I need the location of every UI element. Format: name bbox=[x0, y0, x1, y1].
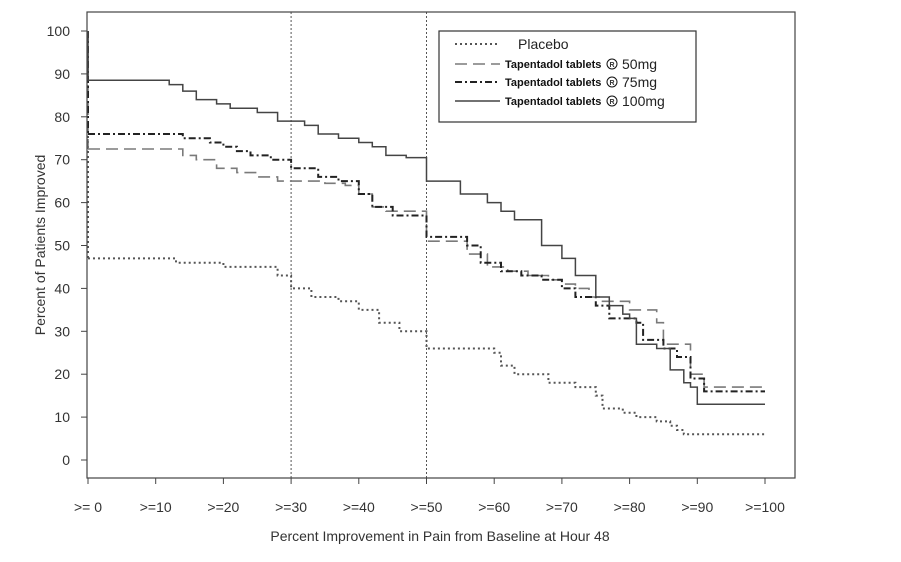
legend-label-3: Tapentadol tablets bbox=[505, 96, 601, 108]
x-tick-label-30: >=30 bbox=[275, 499, 307, 515]
x-tick-label-0: >= 0 bbox=[74, 499, 102, 515]
y-tick-label-80: 80 bbox=[54, 109, 70, 125]
x-tick-label-60: >=60 bbox=[478, 499, 510, 515]
registered-mark-letter: R bbox=[609, 80, 614, 87]
x-tick-label-40: >=40 bbox=[343, 499, 375, 515]
x-tick-label-70: >=70 bbox=[546, 499, 578, 515]
x-tick-label-100: >=100 bbox=[745, 499, 785, 515]
axis-layer: 0 10 20 30 40 50 60 70 80 90 100 >= 0 >=10 >=20 >=30 >=… bbox=[47, 11, 796, 515]
y-tick-label-10: 10 bbox=[54, 409, 70, 425]
legend-dose-1: 50mg bbox=[622, 56, 657, 72]
y-tick-label-20: 20 bbox=[54, 366, 70, 382]
y-tick-label-40: 40 bbox=[54, 280, 70, 296]
legend-dose-2: 75mg bbox=[622, 74, 657, 90]
legend-label-1: Tapentadol tablets bbox=[505, 59, 601, 71]
x-tick-label-80: >=80 bbox=[614, 499, 646, 515]
y-tick-label-0: 0 bbox=[62, 452, 70, 468]
x-tick-label-50: >=50 bbox=[411, 499, 443, 515]
y-tick-label-100: 100 bbox=[47, 23, 71, 39]
registered-mark-letter: R bbox=[609, 62, 614, 69]
registered-mark-icon bbox=[606, 58, 618, 70]
y-tick-label-50: 50 bbox=[54, 238, 70, 254]
y-tick-label-60: 60 bbox=[54, 195, 70, 211]
x-axis-title: Percent Improvement in Pain from Baselin… bbox=[270, 528, 609, 544]
legend-label-2: Tapentadol tablets bbox=[505, 77, 601, 89]
plot-layer bbox=[87, 12, 765, 478]
legend-box bbox=[438, 30, 697, 123]
legend-label-0: Placebo bbox=[518, 36, 569, 52]
registered-mark-icon bbox=[606, 76, 618, 88]
x-tick-label-20: >=20 bbox=[207, 499, 239, 515]
legend: Placebo Tapentadol tablets R 50mg Tapentadol… bbox=[438, 30, 697, 123]
series-line-1 bbox=[88, 148, 765, 388]
y-tick-label-70: 70 bbox=[54, 152, 70, 168]
legend-dose-3: 100mg bbox=[622, 93, 665, 109]
y-tick-label-90: 90 bbox=[54, 66, 70, 82]
series-line-2 bbox=[88, 133, 765, 393]
registered-mark-icon bbox=[606, 95, 618, 107]
y-tick-label-30: 30 bbox=[54, 323, 70, 339]
y-axis-title: Percent of Patients Improved bbox=[32, 155, 48, 336]
series-line-3 bbox=[88, 79, 765, 405]
x-tick-label-90: >=90 bbox=[681, 499, 713, 515]
x-tick-label-10: >=10 bbox=[140, 499, 172, 515]
registered-mark-letter: R bbox=[609, 99, 614, 106]
